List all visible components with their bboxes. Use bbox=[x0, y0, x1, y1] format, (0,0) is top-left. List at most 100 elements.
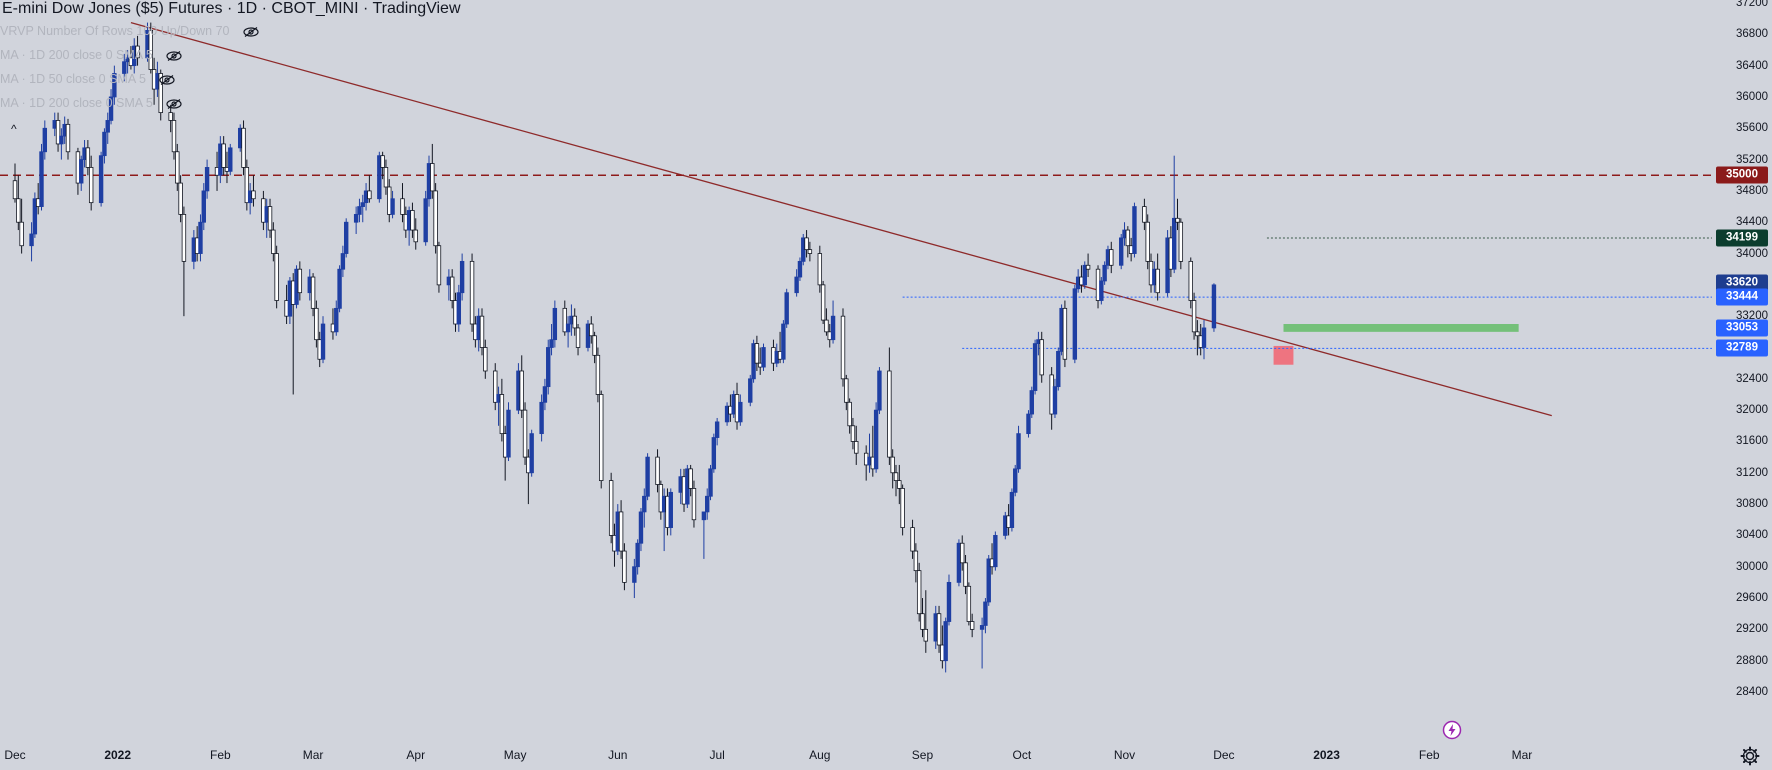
price-tick-label: 35600 bbox=[1736, 122, 1768, 135]
price-tag[interactable]: 35000 bbox=[1716, 166, 1768, 184]
candle bbox=[552, 300, 558, 348]
candle-body bbox=[847, 401, 852, 427]
candle bbox=[297, 261, 303, 301]
candle-body bbox=[221, 143, 226, 168]
indicator-ma-50[interactable]: MA · 1D 50 close 0 SMA 5 bbox=[0, 72, 175, 86]
candle bbox=[549, 324, 554, 356]
candle bbox=[1125, 226, 1131, 258]
candle-body bbox=[55, 120, 61, 145]
candle-body bbox=[1142, 206, 1147, 223]
candle bbox=[807, 241, 813, 262]
legend-collapse-icon[interactable]: ^ bbox=[11, 122, 17, 136]
candle-body bbox=[334, 307, 339, 333]
candle bbox=[893, 464, 899, 497]
candle-body bbox=[691, 488, 697, 521]
candle-body bbox=[85, 147, 91, 168]
gear-icon[interactable] bbox=[1739, 745, 1761, 767]
candle-body bbox=[449, 276, 455, 301]
candle bbox=[148, 22, 153, 74]
candle bbox=[32, 192, 38, 238]
candle bbox=[251, 175, 256, 207]
lightning-icon[interactable] bbox=[1442, 720, 1462, 740]
candle bbox=[1032, 339, 1038, 395]
indicator-ma-200[interactable]: MA · 1D 200 close 0 SMA 5 bbox=[0, 48, 182, 62]
candle bbox=[854, 425, 859, 465]
candle bbox=[493, 363, 498, 411]
candle-body bbox=[181, 213, 187, 262]
indicator-ma-200b[interactable]: MA · 1D 200 close 0 SMA 5 bbox=[0, 96, 182, 110]
candle bbox=[920, 598, 925, 638]
price-tick-label: 31600 bbox=[1736, 435, 1768, 448]
candle bbox=[794, 269, 799, 297]
candle-body bbox=[668, 491, 673, 528]
candle-body bbox=[380, 155, 385, 168]
price-tick-label: 30400 bbox=[1736, 529, 1768, 542]
candle-body bbox=[618, 511, 624, 552]
candle bbox=[244, 159, 250, 211]
candle bbox=[979, 617, 985, 669]
price-tag[interactable]: 33444 bbox=[1716, 288, 1768, 306]
candle-body bbox=[433, 190, 438, 247]
price-tag[interactable]: 33053 bbox=[1716, 319, 1768, 337]
candle bbox=[433, 183, 438, 254]
candle bbox=[79, 155, 84, 191]
indicator-vrvp[interactable]: VRVP Number Of Rows 100 Up/Down 70 bbox=[0, 24, 259, 38]
candle-body bbox=[171, 120, 177, 153]
candle bbox=[201, 183, 206, 231]
candle-body bbox=[29, 233, 34, 247]
support-zone[interactable] bbox=[1283, 324, 1519, 332]
candle-body bbox=[1195, 331, 1200, 337]
candle bbox=[1085, 253, 1091, 278]
candle-body bbox=[642, 495, 647, 513]
candle-body bbox=[297, 268, 303, 294]
candle-body bbox=[913, 550, 919, 572]
eye-off-icon[interactable] bbox=[166, 98, 182, 109]
candle bbox=[897, 464, 902, 505]
trendline[interactable] bbox=[130, 21, 1552, 417]
indicator-ma-50-label: MA · 1D 50 close 0 SMA 5 bbox=[0, 72, 146, 86]
indicator-vrvp-label: VRVP Number Of Rows 100 Up/Down 70 bbox=[0, 24, 230, 38]
candle bbox=[449, 269, 455, 309]
candle bbox=[618, 500, 624, 559]
time-tick-label: Nov bbox=[1113, 748, 1136, 762]
candle-body bbox=[16, 198, 21, 223]
candle-body bbox=[575, 327, 581, 348]
candle bbox=[711, 433, 717, 473]
eye-off-icon[interactable] bbox=[159, 74, 175, 85]
candle-body bbox=[830, 315, 836, 341]
candle bbox=[135, 35, 140, 66]
candle bbox=[267, 198, 273, 238]
candle bbox=[873, 402, 879, 473]
candle-body bbox=[1062, 307, 1068, 360]
candle-body bbox=[108, 96, 114, 121]
candle-body bbox=[890, 456, 895, 474]
candle bbox=[271, 222, 276, 262]
candle bbox=[963, 554, 968, 595]
candle bbox=[310, 273, 316, 317]
candle-body bbox=[794, 276, 799, 294]
candle bbox=[714, 417, 720, 446]
candle-body bbox=[456, 292, 462, 325]
candle-body bbox=[688, 468, 693, 489]
symbol-title[interactable]: E-mini Dow Jones ($5) Futures · 1D · CBO… bbox=[2, 0, 461, 17]
candle-body bbox=[267, 206, 273, 231]
candle-body bbox=[979, 625, 985, 630]
price-tag[interactable]: 34199 bbox=[1716, 229, 1768, 247]
eye-off-icon[interactable] bbox=[166, 50, 182, 61]
candle bbox=[314, 300, 319, 348]
candle-body bbox=[178, 182, 183, 215]
candle-body bbox=[655, 456, 660, 485]
price-tag[interactable]: 32789 bbox=[1716, 339, 1768, 357]
candle-body bbox=[459, 260, 465, 294]
candle bbox=[456, 284, 462, 332]
candle-body bbox=[1099, 280, 1104, 301]
price-tag[interactable]: 33620 bbox=[1716, 274, 1768, 292]
candle-body bbox=[483, 347, 488, 372]
stop-zone[interactable] bbox=[1273, 345, 1294, 365]
candle-body bbox=[310, 276, 316, 309]
candle-body bbox=[1172, 217, 1177, 270]
candle bbox=[1062, 300, 1068, 368]
eye-off-icon[interactable] bbox=[243, 26, 259, 37]
candle-body bbox=[873, 409, 879, 470]
